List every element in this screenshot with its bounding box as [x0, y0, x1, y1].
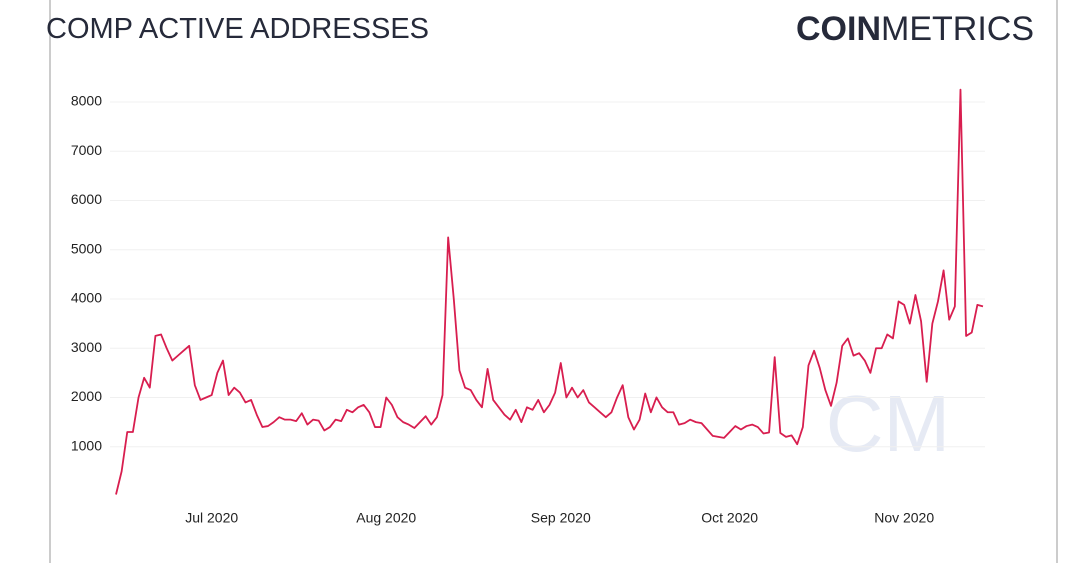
- brand-logo: COINMETRICS: [796, 10, 1034, 48]
- y-tick-label: 8000: [71, 93, 102, 109]
- brand-light: METRICS: [881, 10, 1034, 48]
- x-tick-label: Jul 2020: [185, 510, 238, 526]
- y-tick-label: 2000: [71, 388, 102, 404]
- x-tick-label: Sep 2020: [531, 510, 591, 526]
- x-tick-label: Nov 2020: [874, 510, 934, 526]
- y-tick-label: 4000: [71, 290, 102, 306]
- brand-bold: COIN: [796, 10, 881, 48]
- chart-title: COMP ACTIVE ADDRESSES: [46, 13, 429, 45]
- x-tick-label: Aug 2020: [356, 510, 416, 526]
- data-line: [115, 88, 984, 495]
- y-tick-label: 6000: [71, 191, 102, 207]
- y-tick-label: 5000: [71, 240, 102, 256]
- y-tick-label: 1000: [71, 437, 102, 453]
- x-tick-label: Oct 2020: [701, 510, 758, 526]
- watermark: CM: [826, 379, 950, 468]
- y-tick-label: 7000: [71, 142, 102, 158]
- y-tick-label: 3000: [71, 339, 102, 355]
